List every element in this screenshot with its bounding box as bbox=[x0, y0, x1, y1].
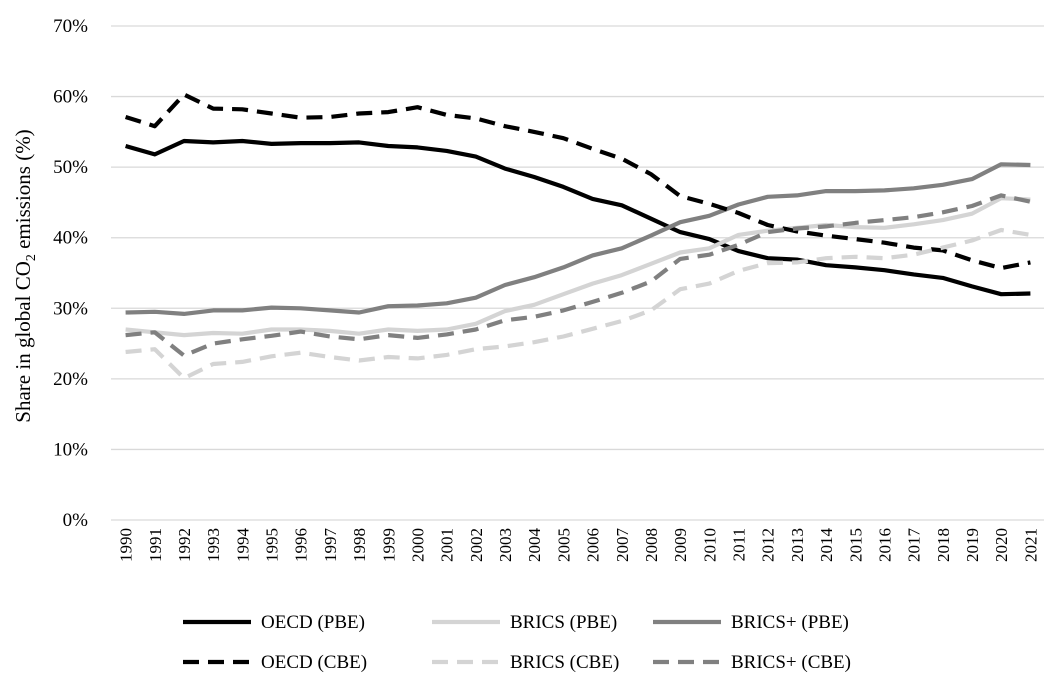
x-tick-label: 1995 bbox=[263, 528, 282, 562]
series-line-brics-cbe bbox=[125, 227, 1031, 381]
series-line-brics-pbe bbox=[125, 196, 1031, 338]
x-tick-label: 2020 bbox=[992, 528, 1011, 562]
x-tick-label: 1991 bbox=[146, 528, 165, 562]
x-tick-label: 2016 bbox=[875, 528, 894, 562]
y-tick-label: 40% bbox=[53, 228, 88, 249]
y-axis-label-suffix: emissions (%) bbox=[11, 129, 35, 254]
x-tick-label: 1990 bbox=[117, 528, 136, 562]
series-line-oecd-cbe bbox=[124, 92, 1031, 271]
x-tick-label: 2004 bbox=[525, 528, 544, 563]
legend: OECD (PBE) BRICS (PBE) BRICS+ (PBE) OECD (C… bbox=[183, 612, 851, 673]
series-lines bbox=[124, 92, 1031, 381]
x-tick-label: 2001 bbox=[438, 528, 457, 562]
y-axis-label-prefix: Share in global CO bbox=[11, 261, 35, 423]
x-tick-label: 2018 bbox=[934, 528, 953, 562]
y-tick-label: 0% bbox=[63, 510, 89, 531]
series-line-brics-pbe bbox=[125, 162, 1031, 316]
x-tick-label: 2011 bbox=[730, 528, 749, 561]
y-tick-label: 30% bbox=[53, 298, 88, 319]
x-tick-label: 1999 bbox=[379, 528, 398, 562]
x-tick-label: 2009 bbox=[671, 528, 690, 562]
y-tick-label: 50% bbox=[53, 157, 88, 178]
legend-label-brics-pbe: BRICS+ (PBE) bbox=[731, 612, 849, 633]
x-tick-label: 2002 bbox=[467, 528, 486, 562]
y-tick-label: 10% bbox=[53, 439, 88, 460]
x-tick-label: 2007 bbox=[613, 528, 632, 563]
x-tick-label: 2000 bbox=[408, 528, 427, 562]
x-tick-label: 2012 bbox=[759, 528, 778, 562]
legend-label-brics-cbe: BRICS+ (CBE) bbox=[731, 652, 851, 673]
legend-label-oecd-pbe: OECD (PBE) bbox=[261, 612, 365, 633]
x-tick-label: 1997 bbox=[321, 528, 340, 563]
x-tick-label: 2005 bbox=[554, 528, 573, 562]
x-tick-label: 2021 bbox=[1021, 528, 1040, 562]
x-tick-label: 2019 bbox=[963, 528, 982, 562]
y-tick-label: 60% bbox=[53, 87, 88, 108]
series-line-oecd-pbe bbox=[125, 138, 1031, 297]
legend-label-brics-pbe: BRICS (PBE) bbox=[510, 612, 617, 633]
x-tick-label: 2014 bbox=[817, 528, 836, 563]
x-tick-label: 1996 bbox=[292, 528, 311, 562]
x-tick-label: 1998 bbox=[350, 528, 369, 562]
x-tick-label: 1994 bbox=[233, 528, 252, 563]
x-tick-label: 2003 bbox=[496, 528, 515, 562]
y-axis-label: Share in global CO2 emissions (%) bbox=[11, 129, 39, 422]
x-tick-labels: 1990 1991 1992 1993 1994 1995 1996 1997 1998 1999… bbox=[117, 528, 1041, 563]
x-tick-label: 1992 bbox=[175, 528, 194, 562]
legend-label-brics-cbe: BRICS (CBE) bbox=[510, 652, 619, 673]
x-tick-label: 2015 bbox=[846, 528, 865, 562]
y-tick-label: 70% bbox=[53, 16, 88, 37]
y-axis-label-subscript: 2 bbox=[24, 254, 39, 261]
series-line-brics-cbe bbox=[125, 193, 1031, 358]
x-tick-label: 2013 bbox=[788, 528, 807, 562]
x-tick-label: 2010 bbox=[700, 528, 719, 562]
x-tick-label: 2006 bbox=[584, 528, 603, 562]
y-tick-labels: 0% 10% 20% 30% 40% 50% 60% 70% bbox=[53, 16, 88, 531]
x-tick-label: 2017 bbox=[905, 528, 924, 563]
y-tick-label: 20% bbox=[53, 369, 88, 390]
legend-label-oecd-cbe: OECD (CBE) bbox=[261, 652, 367, 673]
x-tick-label: 2008 bbox=[642, 528, 661, 562]
x-tick-label: 1993 bbox=[204, 528, 223, 562]
